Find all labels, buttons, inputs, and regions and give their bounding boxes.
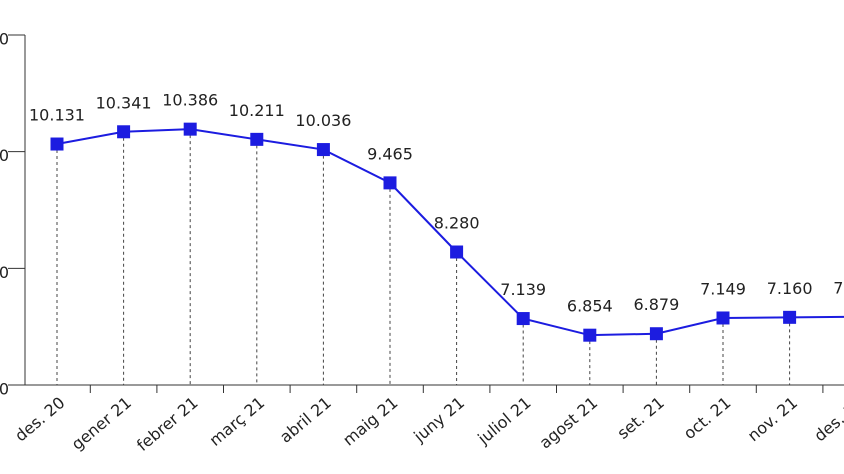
marker [583, 328, 597, 342]
data-label: 7.139 [500, 280, 546, 299]
y-tick-label: 12.000 [0, 30, 9, 49]
marker [516, 312, 530, 326]
x-tick-label: oct. 21 [680, 393, 735, 443]
y-tick-label: 10.000 [0, 146, 9, 165]
marker [316, 143, 330, 157]
data-label: 6.879 [633, 295, 679, 314]
x-tick-label: febrer 21 [133, 393, 202, 455]
data-label: 7.160 [767, 279, 813, 298]
x-tick-label: juny 21 [409, 393, 468, 447]
marker [783, 310, 797, 324]
x-tick-label: des. 20 [11, 393, 68, 445]
marker [117, 125, 131, 139]
x-tick-label: març 21 [206, 393, 269, 450]
marker [649, 327, 663, 341]
data-label: 10.341 [96, 93, 152, 112]
x-tick-label: agost 21 [536, 393, 602, 452]
data-label: 9.465 [367, 144, 413, 163]
marker [383, 176, 397, 190]
data-label: 7.170 [833, 278, 844, 297]
x-tick-label: abril 21 [276, 393, 335, 447]
data-label: 10.211 [229, 101, 285, 120]
data-label: 10.386 [162, 91, 218, 110]
x-tick-label: set. 21 [614, 393, 668, 443]
y-tick-label: 8.000 [0, 263, 9, 282]
x-tick-label: nov. 21 [744, 393, 801, 445]
data-label: 10.036 [295, 111, 351, 130]
data-label: 8.280 [434, 214, 480, 233]
marker [450, 245, 464, 259]
marker [250, 132, 264, 146]
marker [716, 311, 730, 325]
x-tick-label: juliol 21 [473, 393, 534, 449]
marker [50, 137, 64, 151]
y-tick-label: 6.000 [0, 380, 9, 399]
x-tick-label: maig 21 [339, 393, 401, 450]
data-label: 7.149 [700, 279, 746, 298]
data-label: 6.854 [567, 297, 613, 316]
x-tick-label: des. 21 [810, 393, 844, 445]
x-tick-label: gener 21 [68, 393, 135, 454]
data-label: 10.131 [29, 106, 85, 125]
marker [183, 122, 197, 136]
